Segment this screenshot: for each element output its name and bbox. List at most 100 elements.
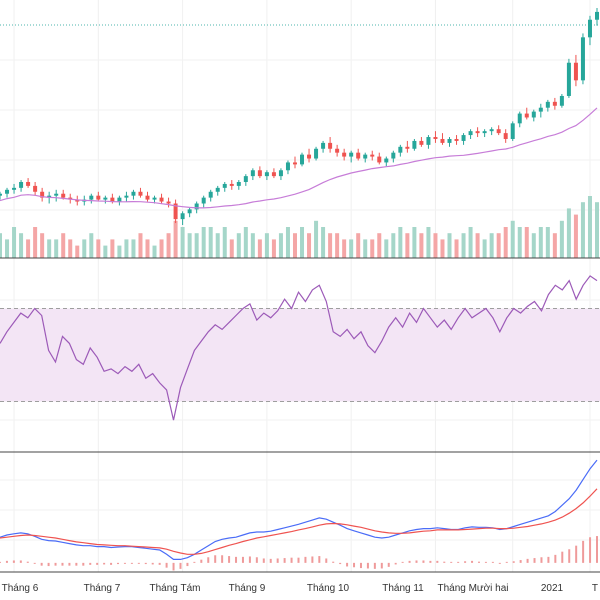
candle-body [517, 113, 522, 124]
candle-body [250, 170, 255, 177]
macd-hist-bar [582, 540, 585, 563]
macd-hist-bar [290, 557, 293, 563]
macd-hist-bar [540, 557, 543, 563]
candle-body [61, 193, 66, 198]
candle [19, 180, 24, 192]
x-axis: Tháng 6 Tháng 7 Tháng Tám Tháng 9 Tháng 10 Th… [2, 583, 598, 594]
volume-bar [145, 239, 150, 258]
candle [503, 129, 508, 143]
candle-body [321, 142, 326, 149]
macd-hist-bar [40, 562, 43, 566]
candle [363, 152, 368, 163]
candle [370, 150, 375, 161]
macd-hist-bar [422, 560, 425, 563]
candle-body [377, 156, 382, 163]
volume-bar [349, 239, 354, 258]
candle [524, 107, 529, 120]
candle [496, 125, 501, 136]
macd-hist-bar [235, 556, 238, 563]
volume-bar [96, 239, 101, 258]
volume-bar [110, 239, 115, 258]
candle-body [173, 203, 178, 220]
candle-body [545, 101, 550, 108]
candle [595, 8, 599, 26]
candle [454, 135, 459, 145]
macd-panel [0, 459, 598, 571]
volume-bar [433, 233, 438, 258]
volume-bar [215, 233, 220, 258]
macd-hist-bar [311, 556, 314, 563]
macd-hist-bar [103, 562, 106, 565]
candle-body [96, 195, 101, 200]
macd-hist-bar [359, 562, 362, 569]
candle-body [278, 170, 283, 177]
candle-body [489, 129, 494, 132]
candle-body [363, 154, 368, 159]
candle [40, 187, 45, 202]
volume-bar [538, 227, 543, 258]
candle-body [503, 133, 508, 139]
candle [0, 191, 2, 200]
volume-bar [370, 239, 375, 258]
macd-hist-bar [554, 554, 557, 563]
candle [321, 140, 326, 153]
macd-hist-bar [200, 559, 203, 563]
candle-body [264, 172, 269, 177]
macd-hist-bar [498, 562, 501, 564]
candle [33, 181, 38, 196]
candle-body [559, 95, 564, 106]
candle [342, 148, 347, 161]
rsi-panel [0, 275, 600, 421]
volume-bar [531, 233, 536, 258]
candle-body [307, 154, 312, 159]
candle-body [138, 191, 143, 196]
candle [54, 189, 59, 202]
macd-hist-bar [75, 562, 78, 566]
volume-bar [342, 239, 347, 258]
candle [117, 195, 122, 206]
macd-hist-bar [519, 560, 522, 563]
candle [440, 133, 445, 145]
volume-bar [47, 239, 52, 258]
volume-bar [131, 239, 136, 258]
candle-body [349, 152, 354, 157]
candle [292, 156, 297, 169]
volume-bar [468, 227, 473, 258]
candle [377, 152, 382, 165]
candle-body [384, 158, 389, 163]
candle-body [356, 152, 361, 159]
candle [250, 168, 255, 181]
macd-hist-bar [19, 560, 22, 563]
candle-body [524, 113, 529, 118]
candle-body [335, 148, 340, 153]
candle-body [215, 187, 220, 192]
candle-body [328, 142, 333, 149]
macd-hist-bar [387, 562, 390, 567]
macd-hist-bar [477, 561, 480, 563]
macd-hist-bar [186, 562, 189, 567]
macd-hist-bar [318, 556, 321, 563]
volume-bar [208, 227, 213, 258]
macd-hist-bar [179, 562, 182, 569]
volume-bar [138, 233, 143, 258]
macd-hist-bar [47, 562, 50, 567]
macd-hist-bar [96, 562, 99, 565]
macd-hist-bar [158, 562, 161, 565]
macd-hist-bar [26, 561, 29, 563]
macd-hist-bar [443, 561, 446, 563]
volume-bar [440, 239, 445, 258]
macd-hist-bar [450, 561, 453, 563]
moving-average-line [0, 107, 598, 209]
macd-hist-bar [262, 558, 265, 563]
candle [278, 168, 283, 181]
candle-body [187, 209, 192, 214]
macd-hist-bar [137, 562, 140, 564]
macd-hist-bar [325, 558, 328, 563]
macd-hist-bar [401, 561, 404, 563]
macd-hist-bar [276, 558, 279, 563]
candle [545, 99, 550, 112]
macd-hist-bar [151, 562, 154, 565]
macd-hist-bar [54, 562, 57, 566]
volume-bar [5, 239, 10, 258]
macd-hist-bar [429, 560, 432, 563]
